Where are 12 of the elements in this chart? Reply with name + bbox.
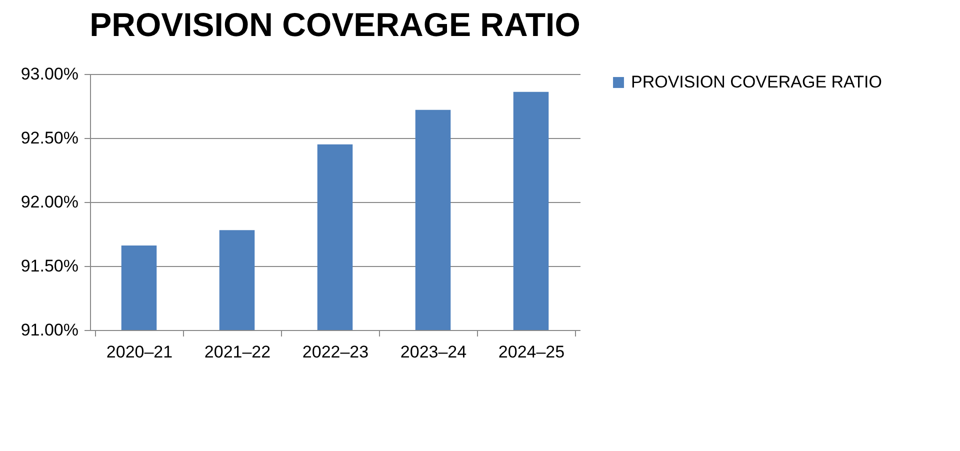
x-tick-label: 2021–22 [204,342,271,362]
y-tick-label: 93.00% [20,64,78,84]
chart-title: PROVISION COVERAGE RATIO [90,6,580,43]
legend-label: PROVISION COVERAGE RATIO [631,72,882,92]
x-tick-label: 2022–23 [302,342,369,362]
y-tick-label: 92.00% [20,192,78,212]
y-tick-label: 91.50% [20,256,78,276]
x-tick-label: 2020–21 [106,342,173,362]
y-tick-label: 92.50% [20,128,78,148]
x-tick-label: 2024–25 [498,342,565,362]
y-tick-label: 91.00% [20,320,78,340]
x-tick-label: 2023–24 [400,342,467,362]
